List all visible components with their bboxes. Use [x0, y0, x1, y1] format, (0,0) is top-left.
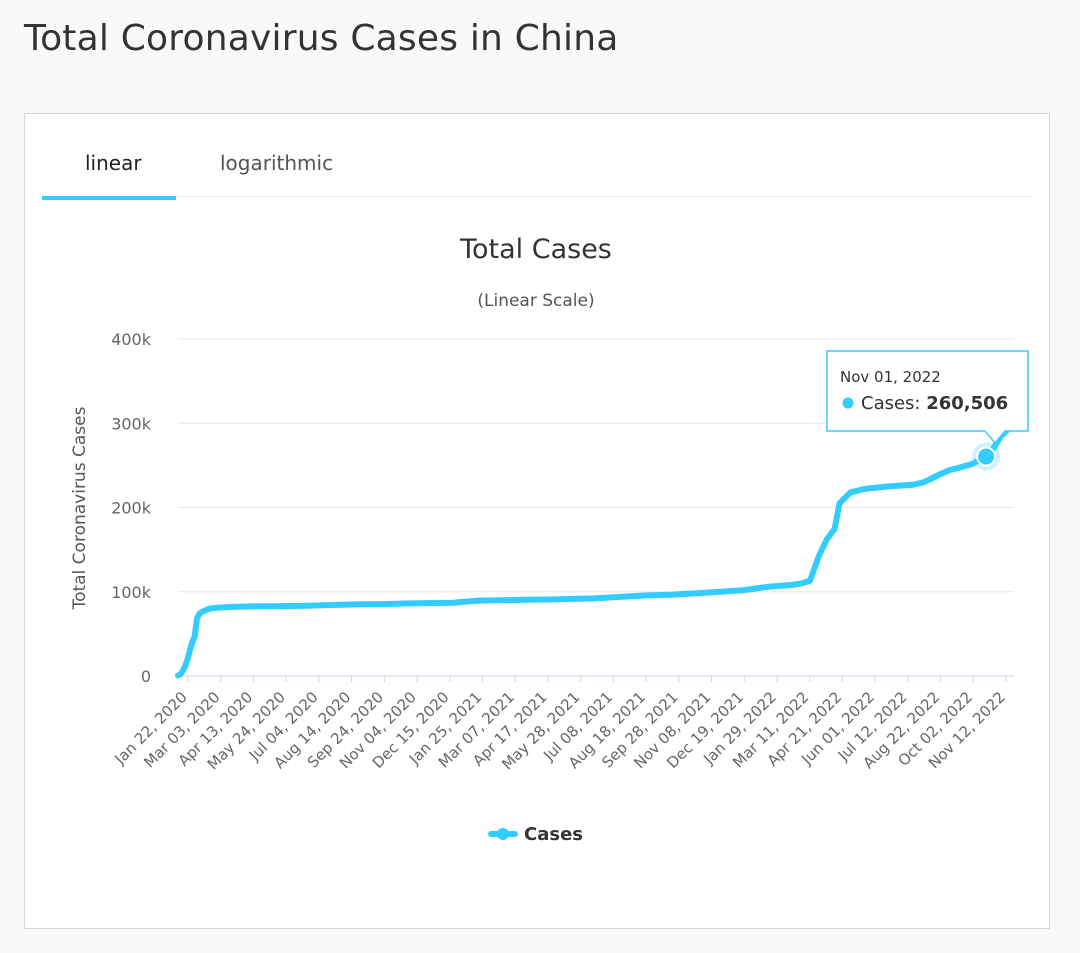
legend-marker-cases: [497, 828, 509, 840]
y-tick-label: 0: [141, 667, 151, 686]
hover-point-marker[interactable]: [972, 442, 1001, 471]
chart-subtitle: (Linear Scale): [477, 291, 594, 311]
page-title: Total Coronavirus Cases in China: [24, 18, 619, 59]
legend-label-cases: Cases: [524, 824, 583, 845]
y-tick-label: 400k: [111, 330, 152, 349]
tab-logarithmic[interactable]: logarithmic: [220, 151, 334, 175]
chart-card: linear logarithmic: [24, 113, 1050, 929]
y-tick-label: 200k: [111, 499, 152, 518]
hover-point: [976, 446, 997, 467]
tooltip-bullet: [842, 397, 854, 409]
series-line-cases[interactable]: [175, 421, 1017, 679]
tooltip: Nov 01, 2022 Cases: 260,506: [826, 350, 1029, 445]
tooltip-value: Cases: 260,506: [861, 393, 1008, 414]
tooltip-box: [826, 350, 1029, 445]
tooltip-date: Nov 01, 2022: [840, 368, 941, 386]
y-axis-label: Total Coronavirus Cases: [70, 406, 90, 610]
active-tab-indicator: [42, 196, 176, 200]
legend[interactable]: Cases: [488, 824, 583, 845]
y-tick-label: 100k: [111, 583, 152, 602]
y-tick-label: 300k: [111, 414, 152, 433]
tab-linear[interactable]: linear: [85, 151, 142, 175]
y-axis: 0 100k 200k 300k 400k: [111, 330, 152, 686]
chart-title: Total Cases: [459, 234, 612, 265]
scale-tabs: linear logarithmic: [42, 114, 1032, 200]
